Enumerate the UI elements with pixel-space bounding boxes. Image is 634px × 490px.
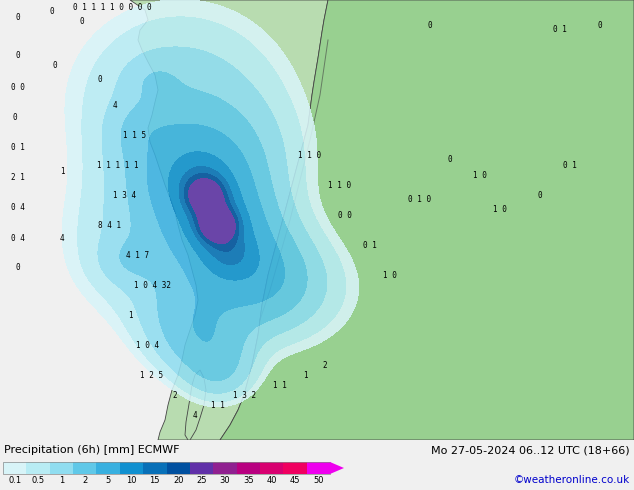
Text: 1 1 0: 1 1 0 bbox=[299, 150, 321, 160]
Text: 0 1 1 1 1 0 0 0 0: 0 1 1 1 1 0 0 0 0 bbox=[73, 3, 152, 13]
Bar bbox=[260, 462, 283, 474]
Text: 0: 0 bbox=[598, 21, 602, 29]
Bar bbox=[49, 462, 73, 474]
Bar bbox=[120, 462, 143, 474]
Text: 1: 1 bbox=[127, 311, 133, 319]
Bar bbox=[27, 462, 49, 474]
Bar bbox=[190, 462, 213, 474]
Text: 20: 20 bbox=[173, 476, 183, 485]
Text: 4: 4 bbox=[193, 411, 197, 419]
Text: 1 1 5: 1 1 5 bbox=[124, 130, 146, 140]
Text: 0 1: 0 1 bbox=[363, 241, 377, 249]
Text: 1 3 4: 1 3 4 bbox=[113, 191, 136, 199]
Text: 1 0: 1 0 bbox=[473, 171, 487, 179]
Text: 5: 5 bbox=[105, 476, 111, 485]
Bar bbox=[96, 462, 120, 474]
Text: 0: 0 bbox=[16, 264, 20, 272]
Text: 0 1: 0 1 bbox=[563, 161, 577, 170]
Text: 1: 1 bbox=[302, 370, 307, 379]
Bar bbox=[143, 462, 167, 474]
Text: 2 1: 2 1 bbox=[11, 173, 25, 182]
Text: 0: 0 bbox=[16, 50, 20, 59]
Text: 0: 0 bbox=[80, 18, 84, 26]
Bar bbox=[3, 462, 330, 474]
Bar bbox=[307, 462, 330, 474]
Text: Mo 27-05-2024 06..12 UTC (18+66): Mo 27-05-2024 06..12 UTC (18+66) bbox=[431, 445, 630, 455]
Text: 1: 1 bbox=[60, 168, 64, 176]
Text: 1 0: 1 0 bbox=[383, 270, 397, 279]
Text: 1 0: 1 0 bbox=[493, 205, 507, 215]
Text: 0: 0 bbox=[448, 155, 452, 165]
Text: 1 1: 1 1 bbox=[273, 381, 287, 390]
Text: 0: 0 bbox=[13, 114, 17, 122]
Text: 1 0 4: 1 0 4 bbox=[136, 341, 160, 349]
Text: ©weatheronline.co.uk: ©weatheronline.co.uk bbox=[514, 475, 630, 485]
Text: 25: 25 bbox=[197, 476, 207, 485]
Bar bbox=[236, 462, 260, 474]
Text: 30: 30 bbox=[219, 476, 230, 485]
Text: 0: 0 bbox=[53, 60, 57, 70]
Text: 1 1 0: 1 1 0 bbox=[328, 180, 352, 190]
Text: 2: 2 bbox=[172, 391, 178, 399]
Text: 35: 35 bbox=[243, 476, 254, 485]
Text: 15: 15 bbox=[150, 476, 160, 485]
Text: 4: 4 bbox=[60, 234, 64, 243]
Text: 1 1: 1 1 bbox=[211, 400, 225, 410]
Text: Precipitation (6h) [mm] ECMWF: Precipitation (6h) [mm] ECMWF bbox=[4, 445, 179, 455]
Bar bbox=[283, 462, 307, 474]
Bar bbox=[213, 462, 236, 474]
Polygon shape bbox=[130, 0, 328, 440]
Text: 1 1 1 1 1: 1 1 1 1 1 bbox=[97, 161, 139, 170]
Text: 0 4: 0 4 bbox=[11, 234, 25, 243]
Text: 40: 40 bbox=[266, 476, 277, 485]
Bar bbox=[73, 462, 96, 474]
Text: 1 0 4 32: 1 0 4 32 bbox=[134, 280, 171, 290]
Text: 45: 45 bbox=[290, 476, 301, 485]
Bar bbox=[167, 462, 190, 474]
Text: 0: 0 bbox=[49, 7, 55, 17]
Text: 0: 0 bbox=[16, 14, 20, 23]
Text: 10: 10 bbox=[126, 476, 137, 485]
Text: 1: 1 bbox=[59, 476, 64, 485]
Polygon shape bbox=[330, 462, 344, 474]
Text: 8 4 1: 8 4 1 bbox=[98, 220, 122, 229]
Text: 0.5: 0.5 bbox=[32, 476, 44, 485]
Bar bbox=[3, 462, 27, 474]
Text: 0 1 0: 0 1 0 bbox=[408, 196, 432, 204]
Text: 2: 2 bbox=[323, 361, 327, 369]
Text: 0.1: 0.1 bbox=[8, 476, 22, 485]
Text: 0 0: 0 0 bbox=[338, 211, 352, 220]
Text: 0: 0 bbox=[98, 75, 102, 84]
Text: 4 1 7: 4 1 7 bbox=[126, 250, 150, 260]
Text: 1 2 5: 1 2 5 bbox=[141, 370, 164, 379]
Text: 0: 0 bbox=[538, 191, 542, 199]
Text: 0: 0 bbox=[428, 21, 432, 29]
Text: 50: 50 bbox=[313, 476, 323, 485]
Text: 4: 4 bbox=[113, 100, 117, 109]
Text: 2: 2 bbox=[82, 476, 87, 485]
Text: 1 3 2: 1 3 2 bbox=[233, 391, 257, 399]
Text: 0 1: 0 1 bbox=[11, 144, 25, 152]
Text: 0 0: 0 0 bbox=[11, 83, 25, 93]
Polygon shape bbox=[220, 0, 634, 440]
Polygon shape bbox=[185, 370, 206, 440]
Text: 0 4: 0 4 bbox=[11, 203, 25, 213]
Text: 0 1: 0 1 bbox=[553, 25, 567, 34]
